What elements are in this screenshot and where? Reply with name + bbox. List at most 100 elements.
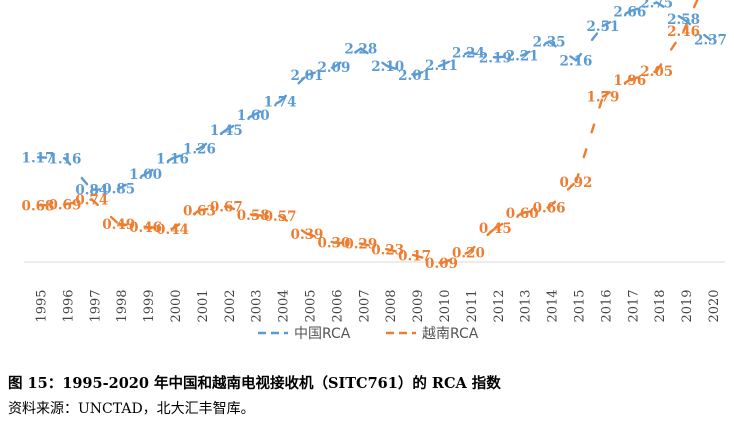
- x-tick-label: 2014: [546, 289, 561, 322]
- x-tick-label: 2001: [196, 289, 211, 322]
- x-tick-label: 2012: [492, 289, 507, 322]
- data-labels: 1.171.160.840.851.001.161.261.451.601.74…: [22, 0, 727, 272]
- x-tick-label: 2010: [438, 289, 453, 322]
- series-segment-vietnam: [144, 225, 174, 231]
- series-segment-vietnam: [440, 251, 470, 265]
- legend-label-vietnam: 越南RCA: [422, 326, 479, 342]
- series-segment-vietnam: [332, 241, 362, 245]
- series-segment-china: [547, 40, 578, 62]
- x-tick-label: 2017: [626, 289, 641, 322]
- series-lines: [36, 0, 712, 265]
- series-segment-vietnam: [628, 69, 658, 82]
- data-label: 0.66: [533, 200, 566, 216]
- series-segment-china: [359, 47, 389, 68]
- data-label: 2.37: [694, 33, 727, 49]
- data-label: 2.19: [479, 50, 512, 66]
- data-label: 1.16: [156, 151, 189, 167]
- series-segment-china: [198, 128, 228, 150]
- data-label: 0.92: [560, 175, 593, 191]
- x-tick-label: 2005: [304, 289, 319, 322]
- chart-area: 1995 1996 1997 1998 1999 2000 2001 2002 2003 2004…: [22, 0, 727, 342]
- series-segment-vietnam: [90, 198, 120, 226]
- data-label: 0.17: [398, 248, 431, 264]
- data-label: 2.66: [613, 4, 646, 20]
- series-segment-vietnam: [413, 254, 443, 265]
- data-label: 0.45: [479, 221, 512, 237]
- series-segment-china: [171, 147, 201, 160]
- x-tick-label: 2008: [384, 289, 399, 322]
- data-label: 0.58: [237, 208, 270, 224]
- series-segment-china: [90, 187, 120, 191]
- data-label: 2.09: [317, 60, 350, 76]
- series-segment-vietnam: [305, 232, 336, 244]
- series-segment-vietnam: [521, 206, 551, 215]
- series-segment-china: [225, 113, 255, 132]
- data-label: 2.16: [560, 53, 593, 69]
- x-tick-label: 2000: [169, 289, 184, 322]
- data-label: 0.09: [425, 256, 458, 272]
- series-segment-vietnam: [251, 213, 282, 218]
- series-segment-vietnam: [117, 222, 147, 229]
- data-label: 0.23: [371, 242, 404, 258]
- data-label: 0.74: [75, 192, 108, 208]
- series-segment-china: [117, 172, 147, 190]
- x-tick-label: 2015: [573, 289, 588, 322]
- x-tick-label: 2016: [599, 289, 614, 322]
- series-segment-china: [251, 100, 282, 117]
- data-label: 1.96: [613, 73, 646, 89]
- x-tick-label: 2011: [465, 289, 480, 322]
- series-segment-china: [628, 1, 658, 13]
- data-label: 1.00: [129, 167, 162, 183]
- data-label: 2.46: [667, 24, 700, 40]
- series-segment-vietnam: [171, 209, 201, 231]
- series-segment-china: [36, 156, 67, 160]
- series-segment-china: [601, 10, 631, 28]
- x-tick-label: 2019: [680, 289, 695, 322]
- series-segment-vietnam: [36, 203, 67, 207]
- series-segment-vietnam: [278, 214, 309, 235]
- data-label: 1.60: [237, 108, 270, 124]
- x-tick-label: 1995: [35, 289, 50, 322]
- x-tick-label: 2007: [357, 289, 372, 322]
- data-label: 0.57: [264, 209, 297, 225]
- data-label: 2.01: [291, 68, 324, 84]
- x-tick-label: 1996: [61, 289, 76, 322]
- x-tick-label: 1997: [88, 289, 103, 322]
- series-segment-china: [278, 73, 309, 103]
- data-label: 1.26: [183, 142, 216, 158]
- x-tick-label: 2020: [707, 289, 722, 322]
- x-axis: 1995 1996 1997 1998 1999 2000 2001 2002 2003 2004…: [24, 261, 725, 323]
- data-label: 0.30: [317, 236, 350, 252]
- data-label: 0.49: [102, 217, 135, 233]
- x-tick-label: 1999: [142, 289, 157, 322]
- series-segment-china: [332, 47, 362, 69]
- data-label: 0.44: [156, 222, 189, 238]
- series-segment-vietnam: [467, 226, 497, 254]
- series-segment-vietnam: [225, 205, 255, 217]
- data-label: 1.16: [48, 151, 81, 167]
- data-label: 0.68: [22, 198, 55, 214]
- series-segment-china: [440, 51, 470, 67]
- legend: 中国RCA 越南RCA: [258, 326, 479, 342]
- figure-caption: 图 15：1995-2020 年中国和越南电视接收机（SITC761）的 RCA…: [8, 375, 501, 392]
- data-label: 2.10: [371, 59, 404, 75]
- x-tick-label: 2003: [250, 289, 265, 322]
- x-tick-label: 2018: [653, 289, 668, 322]
- x-tick-label: 1998: [115, 289, 130, 322]
- data-label: 0.20: [452, 245, 485, 261]
- x-tick-label: 2009: [411, 289, 426, 322]
- data-label: 0.46: [129, 220, 162, 236]
- x-tick-label: 2013: [519, 289, 534, 322]
- series-segment-vietnam: [63, 198, 94, 206]
- data-label: 0.67: [210, 199, 243, 215]
- series-segment-china: [655, 1, 685, 21]
- data-label: 2.24: [452, 45, 485, 61]
- series-segment-vietnam: [601, 78, 631, 98]
- data-label: 0.60: [506, 206, 539, 222]
- x-tick-label: 2002: [223, 289, 238, 322]
- data-label: 0.29: [344, 237, 377, 253]
- data-label: 1.17: [22, 150, 55, 166]
- series-segment-china: [144, 157, 174, 176]
- series-segment-china: [494, 54, 524, 59]
- series-segment-vietnam: [682, 0, 699, 33]
